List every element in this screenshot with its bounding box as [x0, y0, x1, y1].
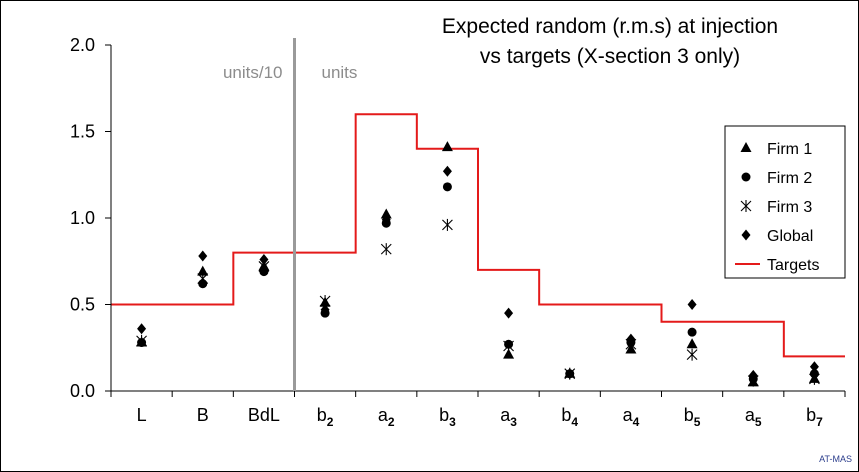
legend: Firm 1 Firm 2 Firm 3 Global Targets — [724, 125, 846, 279]
x-tick-label: b2 — [317, 405, 334, 429]
x-tick-label: a5 — [745, 405, 762, 429]
x-tick-label: b4 — [561, 405, 578, 429]
legend-label: Targets — [767, 257, 819, 274]
diamond-point — [809, 361, 819, 373]
y-tick-label: 1.0 — [70, 208, 95, 228]
y-tick-label: 1.5 — [70, 122, 95, 142]
legend-star-swatch — [740, 200, 752, 212]
x-tick-label: b7 — [806, 405, 823, 429]
circle-point — [687, 327, 697, 337]
axes-layer — [105, 38, 846, 397]
diamond-point — [504, 307, 514, 319]
triangle-point — [197, 265, 209, 276]
x-tick-label: B — [197, 405, 209, 425]
x-tick-label: a3 — [500, 405, 517, 429]
legend-triangle-swatch — [740, 142, 752, 152]
legend-items: Firm 1 Firm 2 Firm 3 Global Targets — [735, 141, 819, 274]
chart-title-line: vs targets (X-section 3 only) — [480, 45, 740, 68]
points-layer — [136, 141, 820, 387]
triangle-point — [503, 348, 515, 359]
diamond-point — [198, 250, 208, 262]
legend-label: Firm 2 — [767, 170, 812, 187]
diamond-point — [381, 214, 391, 226]
region-label-right: units — [322, 63, 358, 82]
star-point — [809, 372, 820, 385]
star-point — [686, 348, 698, 361]
diamond-point — [259, 254, 269, 266]
x-tick-label: b3 — [439, 405, 456, 429]
legend-label: Firm 3 — [767, 199, 812, 216]
x-tick-label: a2 — [378, 405, 395, 429]
diamond-point — [748, 369, 758, 381]
x-tick-label: a4 — [623, 405, 640, 429]
triangle-point — [441, 141, 453, 152]
star-point — [197, 272, 209, 285]
x-tick-label: L — [137, 405, 147, 425]
legend-label: Firm 1 — [767, 141, 812, 158]
x-tick-label: BdL — [248, 405, 280, 425]
legend-label: Global — [767, 228, 813, 245]
diamond-point — [565, 368, 575, 380]
triangle-point — [686, 338, 698, 349]
diamond-point — [687, 299, 697, 310]
diamond-point — [137, 323, 147, 335]
y-tick-label: 2.0 — [70, 35, 95, 55]
y-tick-label: 0.5 — [70, 295, 95, 315]
triangle-point — [380, 208, 392, 219]
x-tick-label: b5 — [684, 405, 701, 429]
y-tick-label: 0.0 — [70, 381, 95, 401]
chart-title-line: Expected random (r.m.s) at injection — [442, 15, 778, 38]
star-point — [442, 218, 453, 231]
legend-diamond-swatch — [741, 229, 751, 241]
star-point — [136, 334, 147, 347]
diamond-point — [442, 165, 452, 177]
region-label-left: units/10 — [223, 63, 283, 82]
credit-label: AT-MAS — [819, 454, 852, 464]
legend-circle-swatch — [741, 172, 751, 182]
circle-point — [442, 182, 452, 192]
star-point — [503, 340, 514, 353]
diamond-point — [320, 304, 330, 316]
star-point — [380, 243, 392, 256]
text-layer: 0.0 0.5 1.0 1.5 2.0 L B BdL b2 a2 b3 a3 b4 a4 b5 a5 b7 un… — [70, 15, 823, 429]
diamond-point — [626, 333, 636, 345]
